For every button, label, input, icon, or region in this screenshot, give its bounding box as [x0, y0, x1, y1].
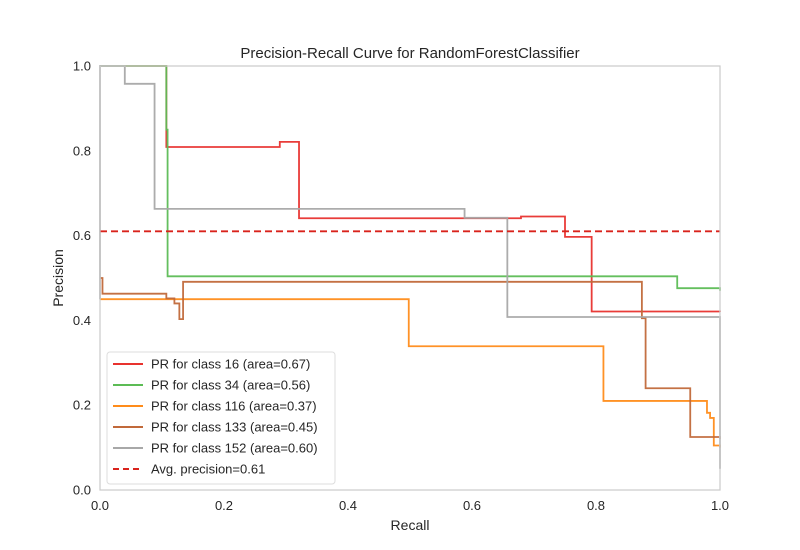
series-line-1	[100, 65, 721, 313]
y-axis-ticks: 0.0 0.2 0.4 0.6 0.8 1.0	[73, 59, 91, 498]
legend-box	[106, 351, 336, 485]
x-tick-label: 0.6	[463, 498, 481, 513]
series-line-3	[100, 298, 721, 448]
chart-title: Precision-Recall Curve for RandomForestC…	[240, 45, 579, 62]
y-tick-label: 1.0	[73, 59, 91, 74]
y-tick-label: 0.2	[73, 398, 91, 413]
legend-entry: PR for class 116 (area=0.37)	[151, 399, 317, 414]
legend: PR for class 16 (area=0.67) PR for class …	[106, 351, 336, 485]
plot-frame	[99, 65, 721, 491]
series-line-2	[100, 65, 721, 291]
legend-entry: PR for class 133 (area=0.45)	[151, 420, 318, 435]
x-tick-label: 0.0	[91, 498, 109, 513]
y-tick-label: 0.8	[73, 143, 91, 158]
x-tick-label: 0.4	[339, 498, 357, 513]
x-tick-label: 1.0	[711, 498, 729, 513]
y-tick-label: 0.6	[73, 228, 91, 243]
legend-entry: PR for class 16 (area=0.67)	[151, 357, 310, 372]
legend-entry: PR for class 152 (area=0.60)	[151, 441, 318, 456]
x-axis-label: Recall	[391, 517, 430, 533]
x-tick-label: 0.2	[215, 498, 233, 513]
y-tick-label: 0.4	[73, 313, 91, 328]
y-tick-label: 0.0	[73, 483, 91, 498]
legend-entry: Avg. precision=0.61	[151, 462, 265, 477]
x-axis-ticks: 0.0 0.2 0.4 0.6 0.8 1.0	[91, 498, 729, 513]
series-line-4	[100, 277, 721, 440]
y-axis-label: Precision	[50, 249, 66, 307]
x-tick-label: 0.8	[587, 498, 605, 513]
legend-entry: PR for class 34 (area=0.56)	[151, 378, 310, 393]
